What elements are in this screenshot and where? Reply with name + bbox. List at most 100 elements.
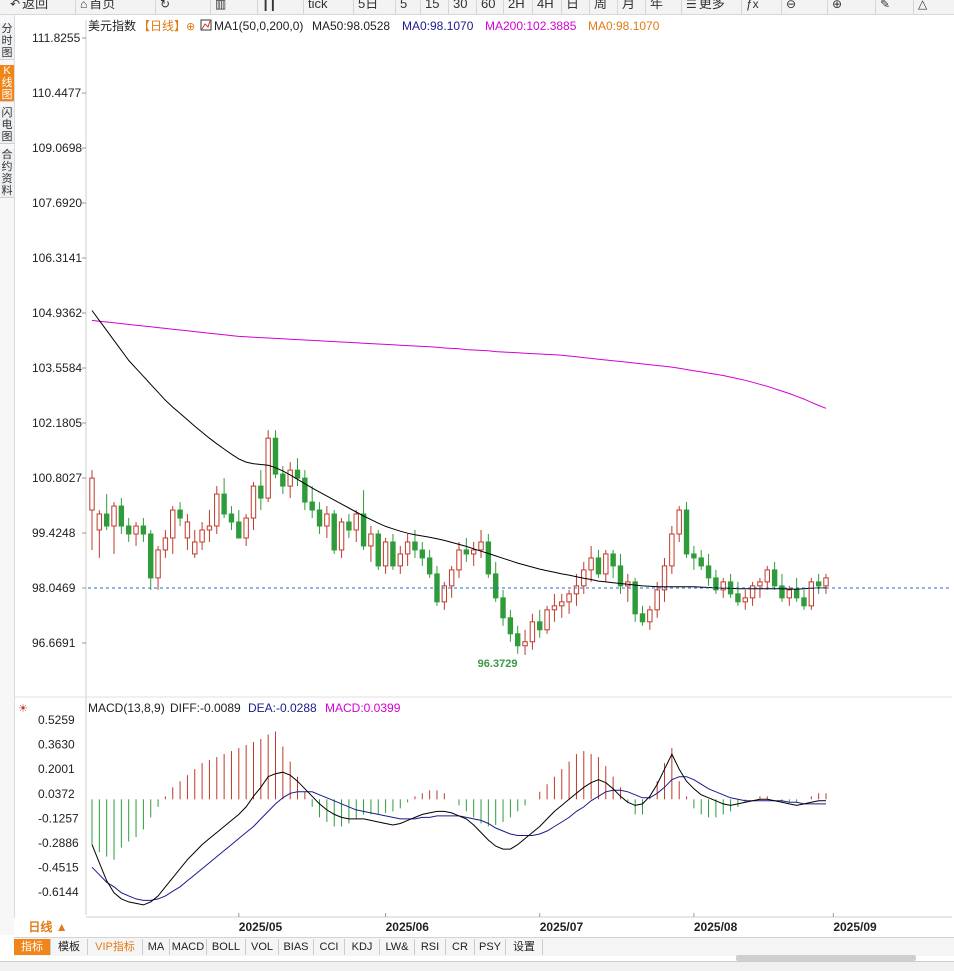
price-tick: 98.0469 (32, 581, 76, 595)
menu-button[interactable]: ☰ 更多 (686, 0, 725, 14)
candle (250, 482, 257, 530)
toolbar-label: 5日 (358, 0, 379, 11)
candle (118, 498, 125, 534)
period-2H-button[interactable]: 2H (508, 0, 525, 14)
indicator-tab-5[interactable]: BOLL (207, 939, 246, 955)
candle (140, 518, 147, 542)
candle (742, 589, 748, 610)
toolbar-label: 月 (622, 0, 636, 11)
toolbar-separator (532, 0, 533, 14)
period-4H-button[interactable]: 4H (537, 0, 554, 14)
indicator-tab-12[interactable]: CR (446, 939, 475, 955)
toolbar-separator (395, 0, 396, 14)
indicator-tab-6[interactable]: VOL (246, 939, 279, 955)
indicator-tab-11[interactable]: RSI (415, 939, 446, 955)
toolbar-label: 5 (400, 0, 408, 11)
toolbar-separator (257, 0, 258, 14)
candle (360, 490, 367, 550)
sidebar-tab-0[interactable]: 分时图 (0, 23, 14, 60)
price-tick: 96.6691 (32, 636, 76, 650)
horizontal-scrollbar[interactable] (736, 955, 916, 961)
price-tick: 104.9362 (32, 306, 82, 320)
sidebar-tab-3[interactable]: 合约资料 (0, 149, 14, 198)
candle (727, 573, 734, 598)
candle-button[interactable]: ┃┃ (262, 0, 278, 14)
back-arrow-button[interactable]: ↶ 返回 (10, 0, 48, 14)
status-strip (0, 961, 954, 971)
indicator-tab-9[interactable]: KDJ (345, 939, 380, 955)
period-15-button[interactable]: 15 (425, 0, 439, 14)
triangle-button[interactable]: △ (918, 0, 929, 14)
sidebar-tab-2[interactable]: 闪电图 (0, 107, 14, 144)
candle (155, 545, 161, 590)
zoom-out-icon: ⊖ (786, 0, 797, 11)
candle (779, 573, 785, 602)
candle (382, 537, 389, 574)
indicator-tab-4[interactable]: MACD (170, 939, 207, 955)
indicator-tab-13[interactable]: PSY (475, 939, 506, 955)
candle (448, 565, 455, 598)
toolbar-separator (155, 0, 156, 14)
candle (793, 577, 800, 602)
refresh-icon: ↻ (160, 0, 171, 11)
period-周-button[interactable]: 周 (594, 0, 607, 14)
indicator-icon-line (201, 20, 211, 30)
pen-button[interactable]: ✎ (880, 0, 892, 14)
home-button[interactable]: ⌂ 首页 (80, 0, 115, 14)
refresh-button[interactable]: ↻ (160, 0, 172, 14)
instrument-name: 美元指数 (88, 18, 136, 33)
indicator-tab-2[interactable]: VIP指标 (88, 939, 143, 955)
candle (683, 502, 690, 558)
kline-chart[interactable]: 111.8255 110.4477 109.0698 107.6920 106.3141… (0, 0, 954, 937)
candle (478, 529, 484, 558)
bar-chart-button[interactable]: ▥ (215, 0, 228, 14)
candle (316, 502, 323, 534)
candle (676, 506, 682, 542)
price-tick: 100.8027 (32, 471, 82, 485)
candle (206, 510, 213, 542)
zoom-in-button[interactable]: ⊕ (832, 0, 844, 14)
zoom-out-button[interactable]: ⊖ (786, 0, 798, 14)
candle (103, 494, 110, 530)
candle (353, 510, 359, 542)
period-5日-button[interactable]: 5日 (358, 0, 378, 14)
indicator-tab-7[interactable]: BIAS (279, 939, 314, 955)
candle (485, 533, 492, 578)
indicator-tab-10[interactable]: LW& (380, 939, 415, 955)
indicator-tab-3[interactable]: MA (143, 939, 170, 955)
period-60-button[interactable]: 60 (481, 0, 495, 14)
candle (177, 502, 183, 527)
candle (170, 506, 176, 554)
toolbar-separator (913, 0, 914, 14)
period-5-button[interactable]: 5 (400, 0, 407, 14)
period-button[interactable]: 日线 ▲ (14, 918, 82, 937)
indicator-tab-1[interactable]: 模板 (51, 939, 88, 955)
candle (669, 526, 675, 574)
candle (346, 514, 352, 538)
candle (515, 625, 521, 654)
period-年-button[interactable]: 年 (650, 0, 663, 14)
candle (492, 561, 499, 602)
indicator-tab-0[interactable]: 指标 (14, 939, 51, 955)
toolbar-label: 更多 (698, 0, 725, 11)
period-tick-button[interactable]: tick (308, 0, 328, 14)
toolbar-separator (503, 0, 504, 14)
indicator-tab-8[interactable]: CCI (314, 939, 345, 955)
candle-icon: ┃┃ (262, 0, 277, 11)
indicator-tab-14[interactable]: 设置 (506, 939, 543, 955)
candle (426, 549, 433, 578)
pen-icon: ✎ (880, 0, 891, 11)
candle (463, 537, 470, 562)
candle (588, 545, 594, 582)
candle (265, 430, 271, 503)
period-30-button[interactable]: 30 (453, 0, 467, 14)
toolbar-separator (589, 0, 590, 14)
period-月-button[interactable]: 月 (622, 0, 635, 14)
period-日-button[interactable]: 日 (566, 0, 579, 14)
toolbar-separator (681, 0, 682, 14)
candle (522, 629, 528, 655)
formula-button[interactable]: ƒx (746, 0, 761, 14)
sidebar-tab-1[interactable]: K线图 (0, 65, 14, 102)
toolbar-label: 返回 (22, 0, 49, 11)
toolbar-separator (617, 0, 618, 14)
